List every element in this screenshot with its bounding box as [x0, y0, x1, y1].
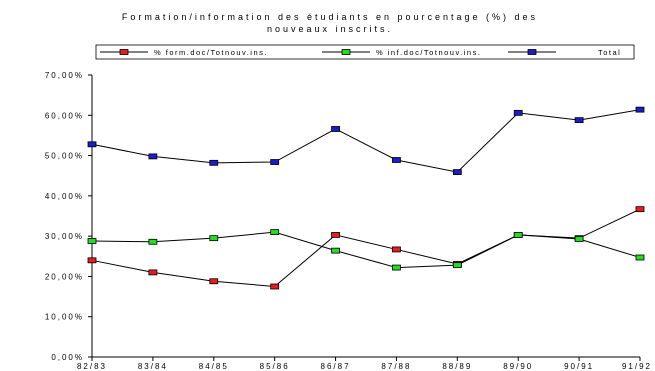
legend-label: % form.doc/Totnouv.ins. [154, 48, 268, 57]
data-point [331, 232, 340, 238]
series-line [91, 231, 641, 269]
axes: 0,00% 10,00% 20,00% 30,00% 40,00% 50,00% 60,00… [45, 71, 652, 371]
series-line [91, 109, 641, 173]
data-point [87, 141, 97, 148]
data-point [392, 264, 401, 271]
y-tick-label: 10,00% [45, 313, 84, 322]
x-tick-label: 85/86 [260, 362, 290, 371]
x-tick-label: 82/83 [77, 362, 107, 371]
series-2 [87, 229, 645, 271]
legend-label: % inf.doc/Totnouv.ins. [376, 48, 481, 57]
data-point [635, 106, 645, 113]
data-point [331, 247, 340, 254]
x-tick-label: 83/84 [138, 362, 168, 371]
x-tick-label: 87/88 [381, 362, 411, 371]
data-point [209, 235, 219, 242]
data-point [209, 159, 219, 166]
data-point [574, 236, 584, 242]
data-point [513, 109, 523, 116]
y-tick-label: 70,00% [45, 71, 84, 80]
legend-swatch [119, 49, 129, 55]
data-point [574, 117, 584, 124]
chart-title-line-2: nouveaux inscrits. [267, 24, 393, 34]
data-point [392, 157, 401, 163]
x-tick-label: 84/85 [199, 362, 229, 371]
data-point [87, 238, 97, 244]
legend: % form.doc/Totnouv.ins. % inf.doc/Totnouv… [95, 44, 635, 60]
data-point [452, 262, 462, 269]
data-point [513, 232, 523, 238]
x-tick-label: 86/87 [321, 362, 351, 371]
y-tick-label: 20,00% [45, 272, 84, 281]
y-tick-label: 60,00% [45, 111, 84, 120]
y-tick-label: 30,00% [45, 232, 84, 241]
y-tick-label: 0,00% [51, 353, 84, 362]
legend-swatch [341, 49, 351, 55]
data-point [87, 257, 97, 264]
data-point [209, 278, 219, 285]
legend-swatch [527, 49, 537, 55]
series-3 [87, 106, 645, 175]
x-tick-label: 89/90 [503, 362, 533, 371]
x-tick-label: 91/92 [622, 362, 652, 371]
data-point [452, 169, 462, 175]
data-point [148, 238, 158, 245]
data-point [270, 159, 280, 165]
series-1 [87, 206, 645, 290]
data-point [635, 254, 645, 261]
legend-label: Total [598, 48, 621, 57]
series-layer [87, 106, 645, 290]
x-tick-label: 88/89 [442, 362, 472, 371]
series-line [91, 208, 641, 288]
data-point [270, 283, 280, 290]
data-point [331, 126, 340, 132]
x-tick-label: 90/91 [564, 362, 594, 371]
data-point [392, 246, 401, 253]
data-point [148, 153, 158, 160]
data-point [148, 269, 158, 276]
y-tick-label: 50,00% [45, 152, 84, 161]
y-tick-label: 40,00% [45, 192, 84, 201]
data-point [635, 206, 645, 213]
data-point [270, 229, 280, 236]
chart-title-line-1: Formation/information des étudiants en p… [122, 12, 538, 22]
